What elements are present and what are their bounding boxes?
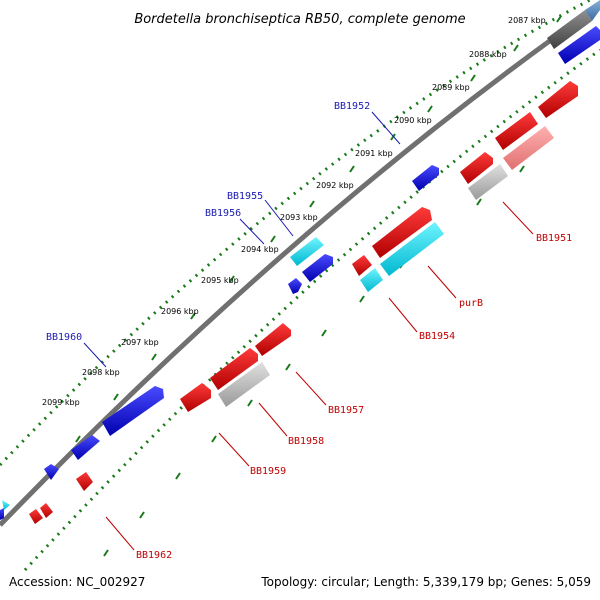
gene-arrow[interactable]	[547, 10, 592, 49]
gene-arrow[interactable]	[585, 0, 600, 21]
gene-arrow[interactable]	[40, 503, 53, 518]
tick-label: 2098 kbp	[82, 368, 120, 377]
gene-arrow[interactable]	[255, 323, 291, 356]
gene-arrow[interactable]	[302, 254, 333, 282]
tick-label: 2087 kbp	[508, 16, 546, 25]
genome-backbone	[0, 2, 600, 527]
gene-arrow[interactable]	[76, 472, 93, 491]
gene-label-bb1954[interactable]: BB1954	[419, 331, 455, 342]
gene-label-purb[interactable]: purB	[459, 298, 483, 309]
gene-arrow[interactable]	[503, 126, 554, 170]
gene-labels: BB1952 BB1955 BB1956 BB1960 BB1951 purB …	[46, 101, 572, 561]
gene-arrow[interactable]	[71, 435, 100, 460]
tick-marks	[75, 15, 562, 557]
accession-text: Accession: NC_002927	[9, 575, 145, 589]
tick-label: 2092 kbp	[316, 181, 354, 190]
outer-tick-ring	[0, 0, 591, 467]
leader-lines	[83, 111, 534, 551]
gene-arrow[interactable]	[360, 268, 383, 292]
gene-arrow[interactable]	[495, 112, 538, 150]
tick-label: 2095 kbp	[201, 276, 239, 285]
gene-arrow[interactable]	[468, 164, 508, 200]
gene-arrow[interactable]	[352, 255, 372, 276]
tick-label: 2099 kbp	[42, 398, 80, 407]
tick-label: 2088 kbp	[469, 50, 507, 59]
tick-label: 2097 kbp	[121, 338, 159, 347]
gene-arrow[interactable]	[412, 165, 439, 191]
gene-label-bb1951[interactable]: BB1951	[536, 233, 572, 244]
gene-arrow[interactable]	[210, 348, 258, 390]
gene-arrow[interactable]	[180, 383, 211, 412]
tick-labels: 2087 kbp 2088 kbp 2089 kbp 2090 kbp 2091…	[42, 16, 546, 407]
forward-genes	[0, 0, 600, 520]
gene-arrow[interactable]	[372, 207, 432, 258]
tick-label: 2094 kbp	[241, 245, 279, 254]
gene-label-bb1956[interactable]: BB1956	[205, 208, 241, 219]
gene-label-bb1958[interactable]: BB1958	[288, 436, 324, 447]
gene-arrow[interactable]	[460, 152, 493, 184]
gene-arrow[interactable]	[29, 509, 43, 524]
gene-arrow[interactable]	[0, 508, 4, 520]
tick-label: 2096 kbp	[161, 307, 199, 316]
gene-label-bb1952[interactable]: BB1952	[334, 101, 370, 112]
map-title: Bordetella bronchiseptica RB50, complete…	[134, 12, 465, 27]
gene-arrow[interactable]	[558, 26, 600, 64]
gene-arrow[interactable]	[102, 386, 164, 436]
gene-label-bb1962[interactable]: BB1962	[136, 550, 172, 561]
gene-arrow[interactable]	[2, 500, 10, 510]
gene-label-bb1955[interactable]: BB1955	[227, 191, 263, 202]
tick-label: 2089 kbp	[432, 83, 470, 92]
gene-arrow[interactable]	[218, 362, 270, 407]
tick-label: 2090 kbp	[394, 116, 432, 125]
gene-arrow[interactable]	[380, 222, 444, 276]
gene-arrow[interactable]	[288, 278, 302, 294]
genome-summary-text: Topology: circular; Length: 5,339,179 bp…	[260, 575, 591, 589]
reverse-genes	[29, 81, 578, 524]
tick-label: 2093 kbp	[280, 213, 318, 222]
gene-arrow[interactable]	[44, 464, 59, 480]
gene-arrow[interactable]	[538, 81, 578, 118]
gene-arrow[interactable]	[290, 237, 324, 266]
gene-label-bb1960[interactable]: BB1960	[46, 332, 82, 343]
gene-label-bb1959[interactable]: BB1959	[250, 466, 286, 477]
tick-label: 2091 kbp	[355, 149, 393, 158]
gene-label-bb1957[interactable]: BB1957	[328, 405, 364, 416]
